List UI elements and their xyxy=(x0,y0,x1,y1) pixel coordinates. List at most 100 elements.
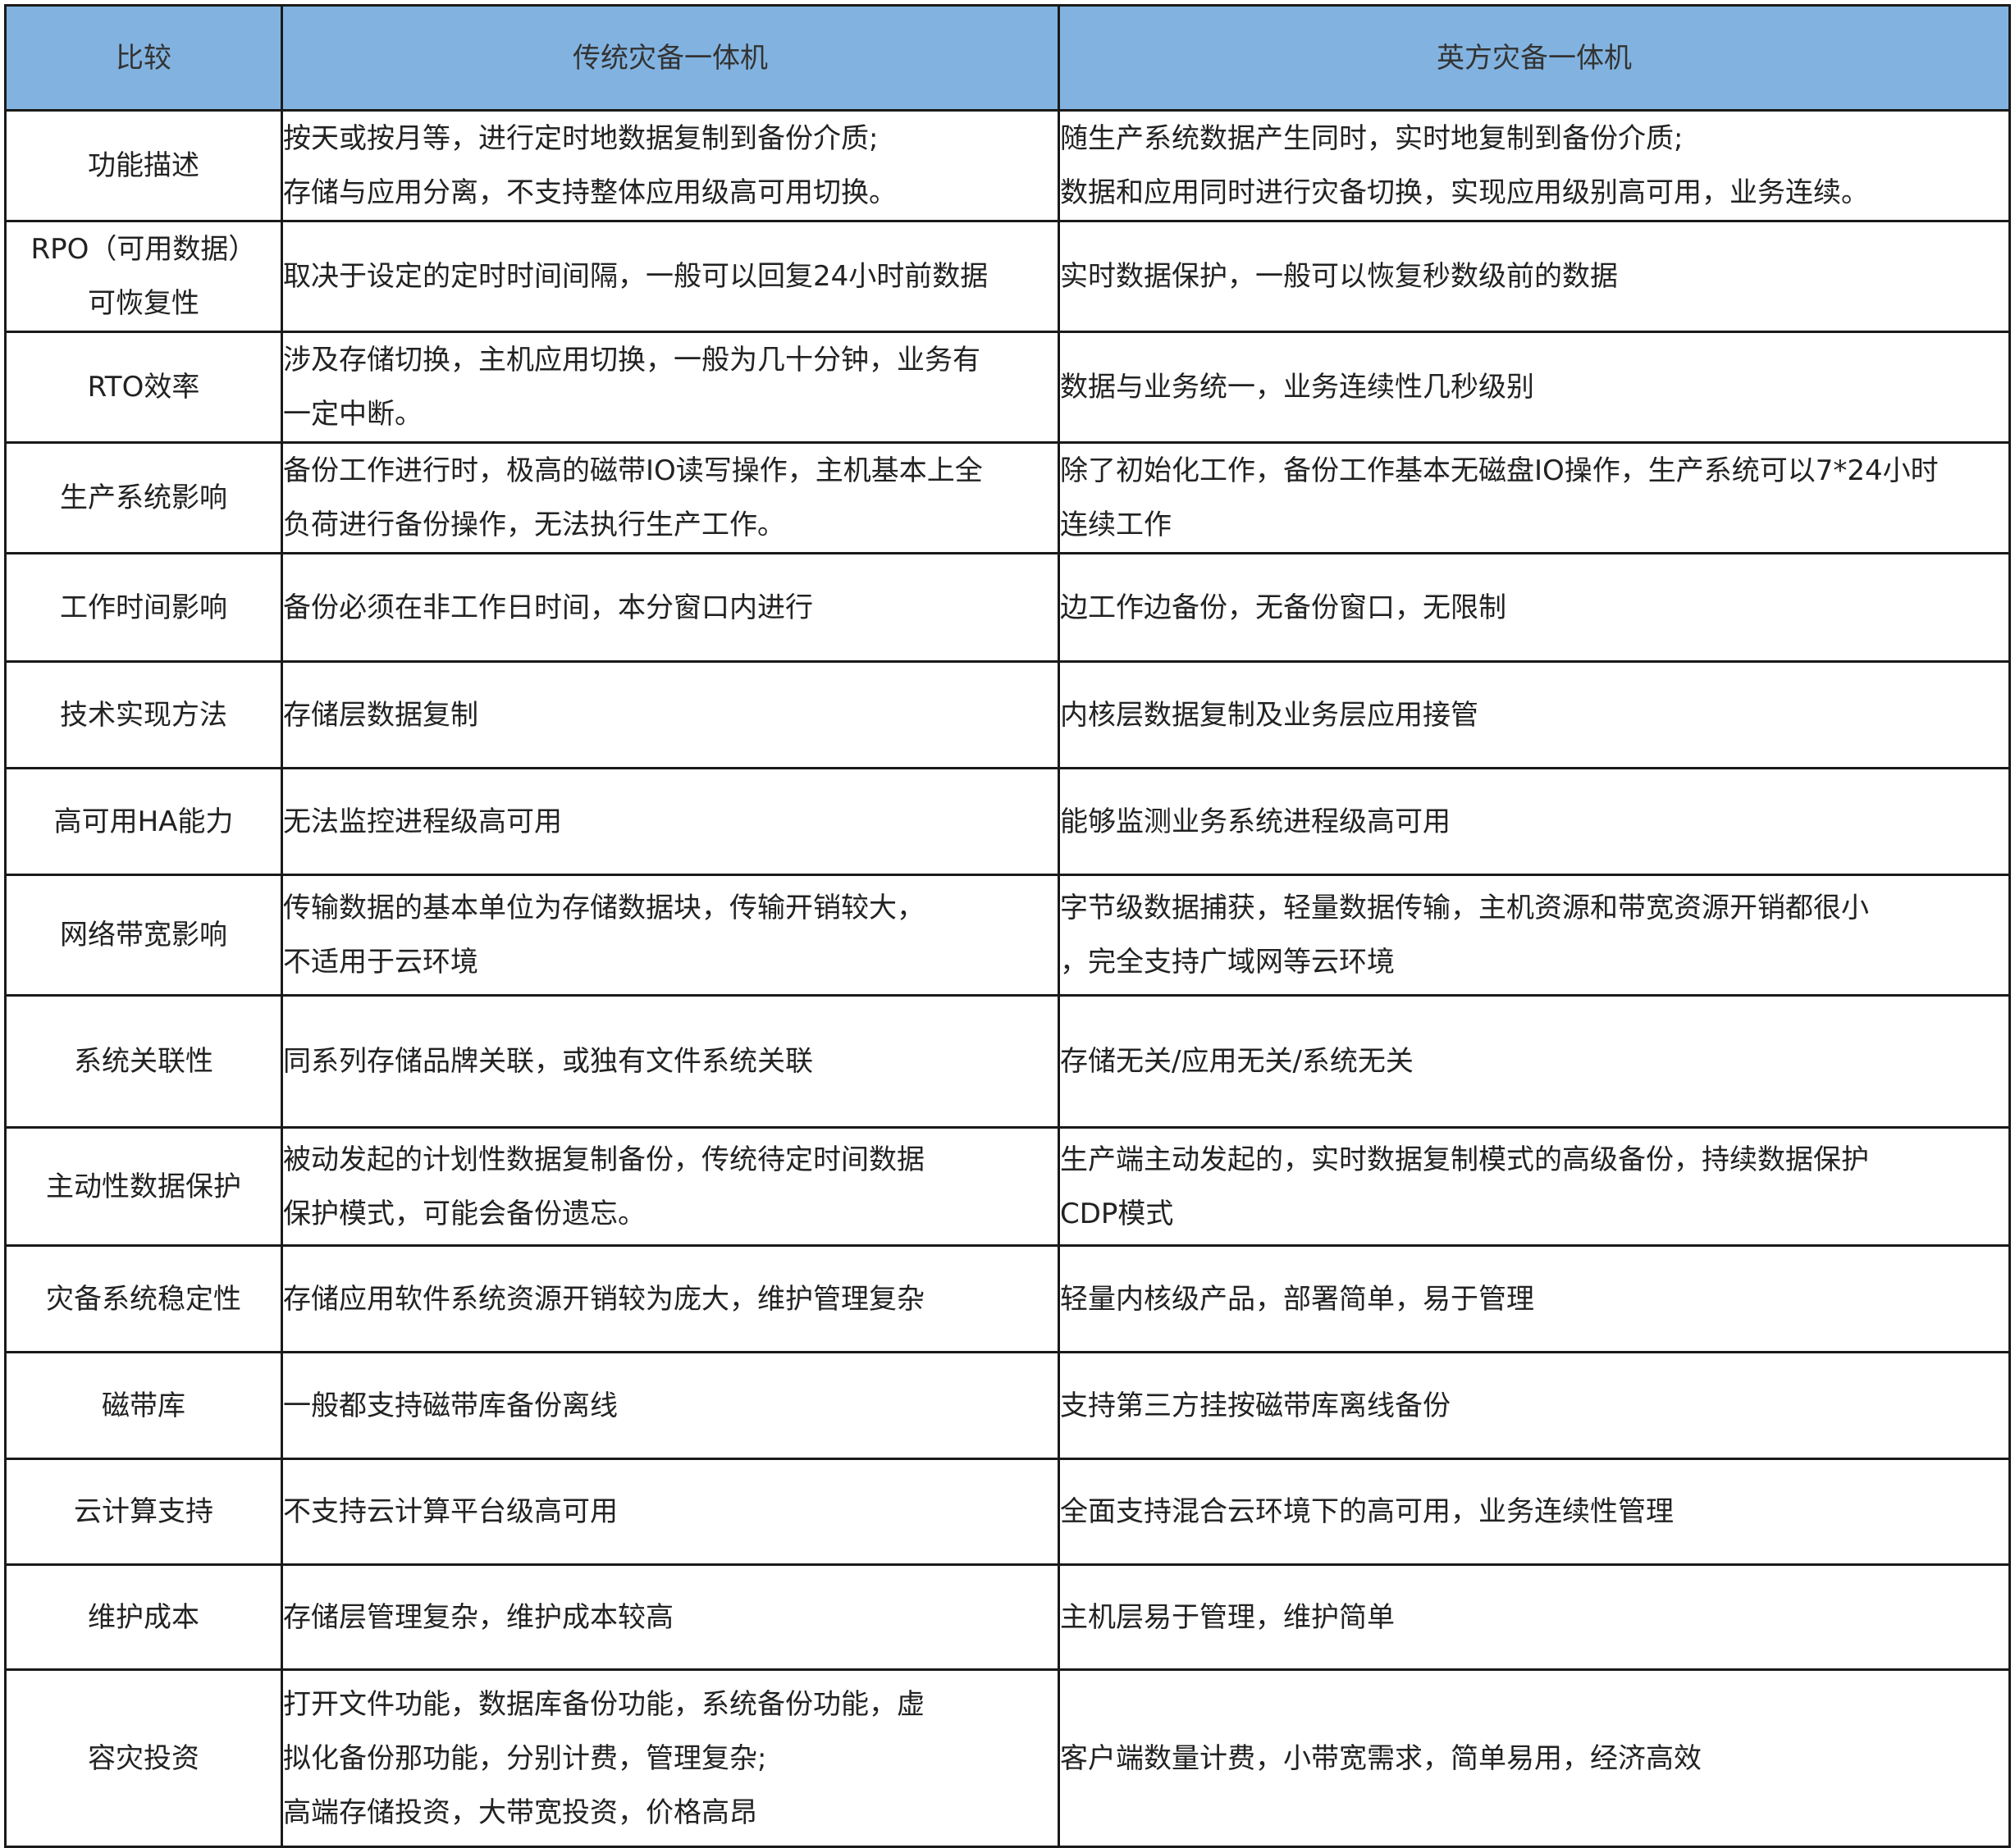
cell-text-line: 主动性数据保护 xyxy=(46,1170,241,1203)
cell-text-line: 按天或按月等，进行定时地数据复制到备份介质; xyxy=(283,122,879,155)
row-label: 系统关联性 xyxy=(4,994,283,1129)
cell-text-line: 支持第三方挂按磁带库离线备份 xyxy=(1060,1389,1451,1422)
cell-text-line: 被动发起的计划性数据复制备份，传统待定时间数据 xyxy=(283,1143,925,1176)
cell-text-line: 轻量内核级产品，部署简单，易于管理 xyxy=(1060,1282,1534,1316)
row-label: 工作时间影响 xyxy=(4,552,283,663)
cell-text-line: 拟化备份那功能，分别计费，管理复杂; xyxy=(283,1741,767,1775)
cell-text-line: 磁带库 xyxy=(102,1389,185,1422)
yingfang-cell: 数据与业务统一，业务连续性几秒级别 xyxy=(1058,331,2011,444)
cell-text-line: 涉及存储切换，主机应用切换，一般为几十分钟，业务有 xyxy=(283,344,980,376)
cell-text-line: 存储层管理复杂，维护成本较高 xyxy=(283,1600,674,1634)
cell-text-line: 容灾投资 xyxy=(88,1741,199,1775)
cell-text-line: 连续工作 xyxy=(1060,509,1172,541)
table-row: 云计算支持 不支持云计算平台级高可用 全面支持混合云环境下的高可用，业务连续性管理 xyxy=(4,1458,2011,1566)
cell-text-line: 技术实现方法 xyxy=(60,698,227,732)
cell-text-line: 高可用HA能力 xyxy=(53,805,234,838)
traditional-cell: 无法监控进程级高可用 xyxy=(281,767,1060,876)
traditional-cell: 不支持云计算平台级高可用 xyxy=(281,1458,1060,1566)
traditional-cell: 取决于设定的定时时间间隔，一般可以回复24小时前数据 xyxy=(281,220,1060,333)
table-row: 功能描述 按天或按月等，进行定时地数据复制到备份介质; 存储与应用分离，不支持整体应… xyxy=(4,109,2011,222)
cell-text-line: 数据与业务统一，业务连续性几秒级别 xyxy=(1060,371,1534,404)
cell-text-line: 负荷进行备份操作，无法执行生产工作。 xyxy=(283,509,785,541)
row-label: 维护成本 xyxy=(4,1563,283,1671)
cell-text-line: 除了初始化工作，备份工作基本无磁盘IO操作，生产系统可以7*24小时 xyxy=(1060,454,1939,487)
row-label: 技术实现方法 xyxy=(4,660,283,769)
table-row: 磁带库 一般都支持磁带库备份离线 支持第三方挂按磁带库离线备份 xyxy=(4,1351,2011,1460)
cell-text-line: 字节级数据捕获，轻量数据传输，主机资源和带宽资源开销都很小 xyxy=(1060,892,1869,924)
yingfang-cell: 能够监测业务系统进程级高可用 xyxy=(1058,767,2011,876)
cell-text-line: 备份必须在非工作日时间，本分窗口内进行 xyxy=(283,591,813,624)
table-row: 容灾投资 打开文件功能，数据库备份功能，系统备份功能，虚 拟化备份那功能，分别计费，… xyxy=(4,1668,2011,1848)
cell-text-line: 数据和应用同时进行灾备切换，实现应用级别高可用，业务连续。 xyxy=(1060,176,1869,209)
cell-text-line: 网络带宽影响 xyxy=(60,919,227,951)
cell-text-line: 可恢复性 xyxy=(88,287,199,320)
traditional-cell: 一般都支持磁带库备份离线 xyxy=(281,1351,1060,1460)
cell-text-line: ，完全支持广域网等云环境 xyxy=(1060,946,1395,979)
cell-text-line: 一般都支持磁带库备份离线 xyxy=(283,1389,618,1422)
traditional-cell: 备份必须在非工作日时间，本分窗口内进行 xyxy=(281,552,1060,663)
table-row: 主动性数据保护 被动发起的计划性数据复制备份，传统待定时间数据 保护模式，可能会备份… xyxy=(4,1126,2011,1247)
header-compare: 比较 xyxy=(4,4,283,112)
table-row: 维护成本 存储层管理复杂，维护成本较高 主机层易于管理，维护简单 xyxy=(4,1563,2011,1671)
cell-text-line: 保护模式，可能会备份遗忘。 xyxy=(283,1197,646,1230)
traditional-cell: 同系列存储品牌关联，或独有文件系统关联 xyxy=(281,994,1060,1129)
cell-text-line: 工作时间影响 xyxy=(60,591,227,624)
yingfang-cell: 全面支持混合云环境下的高可用，业务连续性管理 xyxy=(1058,1458,2011,1566)
yingfang-cell: 内核层数据复制及业务层应用接管 xyxy=(1058,660,2011,769)
row-label: 容灾投资 xyxy=(4,1668,283,1848)
yingfang-cell: 存储无关/应用无关/系统无关 xyxy=(1058,994,2011,1129)
cell-text-line: 取决于设定的定时时间间隔，一般可以回复24小时前数据 xyxy=(283,260,989,293)
traditional-cell: 存储层数据复制 xyxy=(281,660,1060,769)
traditional-cell: 存储应用软件系统资源开销较为庞大，维护管理复杂 xyxy=(281,1244,1060,1353)
cell-text-line: 客户端数量计费，小带宽需求，简单易用，经济高效 xyxy=(1060,1741,1702,1775)
yingfang-cell: 随生产系统数据产生同时，实时地复制到备份介质; 数据和应用同时进行灾备切换，实现应… xyxy=(1058,109,2011,222)
table-row: 生产系统影响 备份工作进行时，极高的磁带IO读写操作，主机基本上全 负荷进行备份操作… xyxy=(4,441,2011,554)
cell-text-line: 一定中断。 xyxy=(283,398,423,431)
cell-text-line: 传输数据的基本单位为存储数据块，传输开销较大， xyxy=(283,892,925,924)
yingfang-cell: 生产端主动发起的，实时数据复制模式的高级备份，持续数据保护 CDP模式 xyxy=(1058,1126,2011,1247)
row-label: 灾备系统稳定性 xyxy=(4,1244,283,1353)
cell-text-line: 能够监测业务系统进程级高可用 xyxy=(1060,805,1451,838)
traditional-cell: 被动发起的计划性数据复制备份，传统待定时间数据 保护模式，可能会备份遗忘。 xyxy=(281,1126,1060,1247)
yingfang-cell: 边工作边备份，无备份窗口，无限制 xyxy=(1058,552,2011,663)
row-label: RPO（可用数据） 可恢复性 xyxy=(4,220,283,333)
cell-text-line: 维护成本 xyxy=(88,1600,199,1634)
cell-text-line: 全面支持混合云环境下的高可用，业务连续性管理 xyxy=(1060,1495,1674,1528)
yingfang-cell: 除了初始化工作，备份工作基本无磁盘IO操作，生产系统可以7*24小时 连续工作 xyxy=(1058,441,2011,554)
traditional-cell: 涉及存储切换，主机应用切换，一般为几十分钟，业务有 一定中断。 xyxy=(281,331,1060,444)
yingfang-cell: 实时数据保护，一般可以恢复秒数级前的数据 xyxy=(1058,220,2011,333)
cell-text-line: 内核层数据复制及业务层应用接管 xyxy=(1060,698,1478,732)
row-label: 生产系统影响 xyxy=(4,441,283,554)
table-row: RPO（可用数据） 可恢复性 取决于设定的定时时间间隔，一般可以回复24小时前数据 实… xyxy=(4,220,2011,333)
traditional-cell: 打开文件功能，数据库备份功能，系统备份功能，虚 拟化备份那功能，分别计费，管理复杂… xyxy=(281,1668,1060,1848)
row-label: RTO效率 xyxy=(4,331,283,444)
table-row: 网络带宽影响 传输数据的基本单位为存储数据块，传输开销较大， 不适用于云环境 字节级数… xyxy=(4,874,2011,997)
row-label: 主动性数据保护 xyxy=(4,1126,283,1247)
cell-text-line: 系统关联性 xyxy=(74,1045,213,1078)
header-row: 比较 传统灾备一体机 英方灾备一体机 xyxy=(4,4,2011,112)
cell-text-line: CDP模式 xyxy=(1060,1197,1174,1230)
table-row: 灾备系统稳定性 存储应用软件系统资源开销较为庞大，维护管理复杂 轻量内核级产品，部署… xyxy=(4,1244,2011,1353)
cell-text-line: 存储与应用分离，不支持整体应用级高可用切换。 xyxy=(283,176,897,209)
cell-text-line: 实时数据保护，一般可以恢复秒数级前的数据 xyxy=(1060,260,1618,293)
row-label: 功能描述 xyxy=(4,109,283,222)
yingfang-cell: 字节级数据捕获，轻量数据传输，主机资源和带宽资源开销都很小 ，完全支持广域网等云环… xyxy=(1058,874,2011,997)
traditional-cell: 按天或按月等，进行定时地数据复制到备份介质; 存储与应用分离，不支持整体应用级高可… xyxy=(281,109,1060,222)
cell-text-line: 主机层易于管理，维护简单 xyxy=(1060,1600,1395,1634)
comparison-table: 比较 传统灾备一体机 英方灾备一体机 功能描述 按天或按月等，进行定时地数据复制到… xyxy=(4,4,2011,1848)
cell-text-line: 不适用于云环境 xyxy=(283,946,478,979)
row-label: 高可用HA能力 xyxy=(4,767,283,876)
table-row: RTO效率 涉及存储切换，主机应用切换，一般为几十分钟，业务有 一定中断。 数据与业务… xyxy=(4,331,2011,444)
cell-text-line: 边工作边备份，无备份窗口，无限制 xyxy=(1060,591,1506,624)
yingfang-cell: 客户端数量计费，小带宽需求，简单易用，经济高效 xyxy=(1058,1668,2011,1848)
cell-text-line: 存储应用软件系统资源开销较为庞大，维护管理复杂 xyxy=(283,1282,925,1316)
cell-text-line: 灾备系统稳定性 xyxy=(46,1282,241,1316)
cell-text-line: 无法监控进程级高可用 xyxy=(283,805,562,838)
cell-text-line: 生产系统影响 xyxy=(60,481,227,514)
cell-text-line: 打开文件功能，数据库备份功能，系统备份功能，虚 xyxy=(283,1687,925,1721)
yingfang-cell: 支持第三方挂按磁带库离线备份 xyxy=(1058,1351,2011,1460)
cell-text-line: 高端存储投资，大带宽投资，价格高昂 xyxy=(283,1796,757,1829)
cell-text-line: 功能描述 xyxy=(88,149,199,182)
cell-text-line: 随生产系统数据产生同时，实时地复制到备份介质; xyxy=(1060,122,1684,155)
table-row: 技术实现方法 存储层数据复制 内核层数据复制及业务层应用接管 xyxy=(4,660,2011,769)
